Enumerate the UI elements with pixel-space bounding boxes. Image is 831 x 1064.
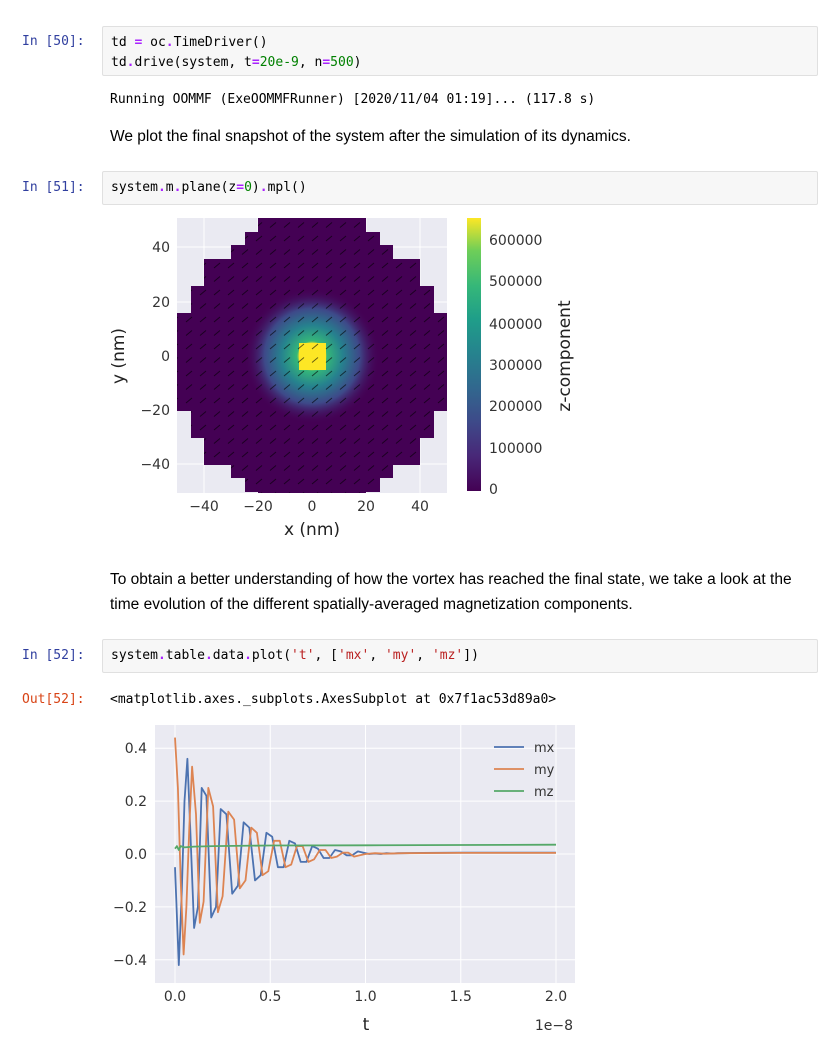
cell-52-out-prompt: Out[52]: (22, 692, 85, 707)
cell-50-output: Running OOMMF (ExeOOMMFRunner) [2020/11/… (110, 92, 596, 107)
series-line-my (174, 737, 556, 956)
y-tick-label: 0 (161, 349, 170, 365)
legend-label-mz: mz (534, 785, 554, 800)
arrow-field (177, 218, 447, 493)
cell-50-prompt: In [50]: (22, 34, 85, 49)
cell-52-output: <matplotlib.axes._subplots.AxesSubplot a… (110, 692, 557, 707)
colorbar (467, 218, 481, 491)
colorbar-tick-label: 400000 (489, 317, 542, 333)
series-line-mz (174, 843, 557, 851)
y-tick-label: −0.4 (113, 953, 147, 969)
x-tick-label: −20 (243, 499, 273, 515)
x-offset-label: 1e−8 (535, 1018, 573, 1034)
cell-51-code[interactable]: system.m.plane(z=0).mpl() (102, 171, 818, 205)
colorbar-label: z-component (555, 300, 575, 412)
y-tick-label: 0.4 (125, 741, 147, 757)
series-lines (174, 737, 557, 967)
x-tick-label: 0 (308, 499, 317, 515)
x-tick-label: 20 (357, 499, 375, 515)
markdown-text-1: We plot the final snapshot of the system… (110, 128, 631, 145)
x-tick-label: 40 (411, 499, 429, 515)
colorbar-tick-label: 500000 (489, 274, 542, 290)
magnetization-plane-plot: 40 20 0 −20 −40 −40 −20 0 20 40 x (nm) y… (109, 218, 575, 540)
x-tick-label: 1.5 (450, 989, 472, 1005)
code-line: system.m.plane(z=0).mpl() (111, 180, 307, 195)
x-tick-label: 0.0 (164, 989, 186, 1005)
x-tick-label: 0.5 (259, 989, 281, 1005)
colorbar-tick-label: 200000 (489, 399, 542, 415)
cell-50-code[interactable]: td = oc.TimeDriver() td.drive(system, t=… (102, 26, 818, 76)
legend-label-mx: mx (534, 741, 555, 756)
legend: mx my mz (494, 741, 555, 800)
y-tick-label: 20 (152, 295, 170, 311)
y-tick-label: 40 (152, 240, 170, 256)
x-tick-label: 1.0 (354, 989, 376, 1005)
y-tick-label: −0.2 (113, 900, 147, 916)
x-tick-label: 2.0 (545, 989, 567, 1005)
y-tick-label: 0.0 (125, 847, 147, 863)
x-axis-label: t (363, 1015, 370, 1035)
cell-52-code[interactable]: system.table.data.plot('t', ['mx', 'my',… (102, 639, 818, 673)
y-tick-label: −40 (140, 457, 170, 473)
legend-label-my: my (534, 763, 555, 778)
y-tick-label: 0.2 (125, 794, 147, 810)
code-line: system.table.data.plot('t', ['mx', 'my',… (111, 648, 479, 663)
x-tick-label: −40 (189, 499, 219, 515)
code-line: td.drive(system, t=20e-9, n=500) (111, 55, 362, 70)
colorbar-tick-label: 600000 (489, 233, 542, 249)
magnetization-time-evolution-chart: 0.0 0.5 1.0 1.5 2.00.40.20.0−0.2−0.4 t 1e−8 … (113, 725, 575, 1035)
y-tick-label: −20 (140, 403, 170, 419)
colorbar-tick-label: 0 (489, 482, 498, 498)
colorbar-tick-label: 300000 (489, 358, 542, 374)
markdown-text-2: To obtain a better understanding of how … (110, 571, 792, 613)
cell-51-prompt: In [51]: (22, 180, 85, 195)
x-axis-label: x (nm) (284, 520, 340, 540)
y-axis-label: y (nm) (109, 328, 129, 384)
cell-52-prompt: In [52]: (22, 648, 85, 663)
code-line: td = oc.TimeDriver() (111, 35, 268, 50)
colorbar-tick-label: 100000 (489, 441, 542, 457)
tick-labels: 0.0 0.5 1.0 1.5 2.0 0.4 0.2 0.0 −0.2 −0.4 (113, 741, 567, 1005)
